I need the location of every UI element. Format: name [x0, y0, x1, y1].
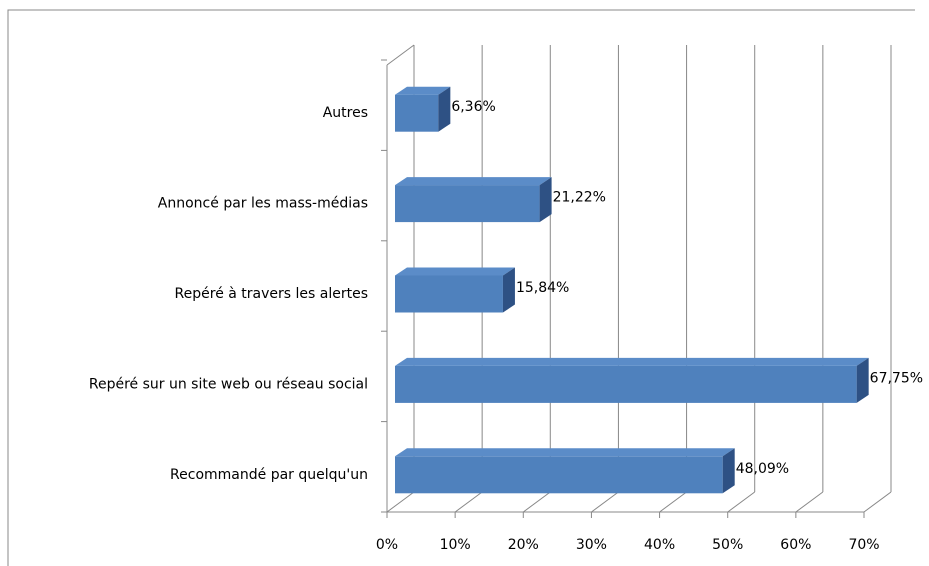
x-tick-label: 40% [644, 537, 675, 553]
value-label: 21,22% [553, 190, 606, 206]
grid-line [386, 491, 415, 513]
bar-top [395, 86, 451, 95]
bar-top [395, 357, 869, 366]
y-tick-label: Annoncé par les mass-médias [158, 196, 368, 212]
x-tick-label: 50% [712, 537, 743, 553]
bar [395, 275, 503, 313]
x-tick-label: 0% [376, 537, 398, 553]
grid-line [795, 491, 824, 513]
y-tick-label: Repéré sur un site web ou réseau social [89, 376, 368, 392]
bar [395, 365, 857, 403]
grid-line [863, 491, 892, 513]
bar-top [395, 267, 515, 276]
value-label: 48,09% [736, 461, 789, 477]
bar-side [722, 448, 735, 494]
grid-line [591, 491, 619, 513]
grid-line [522, 491, 551, 513]
value-label: 67,75% [870, 370, 923, 386]
bar-side [539, 177, 552, 223]
bar-top [395, 177, 552, 186]
bar-side [438, 86, 451, 132]
x-tick-label: 70% [848, 537, 879, 553]
y-tick-label: Autres [323, 105, 368, 121]
x-tick-label: 60% [780, 537, 811, 553]
x-tick-label: 20% [508, 537, 539, 553]
bar [395, 456, 723, 494]
value-label: 6,36% [451, 99, 495, 115]
grid-line [727, 491, 756, 513]
x-tick-label: 30% [576, 537, 607, 553]
x-tick-label: 10% [440, 537, 471, 553]
y-tick-label: Repéré à travers les alertes [175, 286, 368, 302]
chart-frame [7, 9, 915, 566]
bar [395, 185, 540, 223]
bar-side [856, 357, 869, 403]
bar-top [395, 448, 735, 457]
value-label: 15,84% [516, 280, 569, 296]
y-tick-label: Recommandé par quelqu'un [170, 467, 368, 483]
bar [395, 94, 439, 132]
bar-side [502, 267, 515, 313]
grid-line [659, 491, 687, 513]
wall-edge [386, 44, 415, 66]
grid-line [454, 491, 483, 513]
